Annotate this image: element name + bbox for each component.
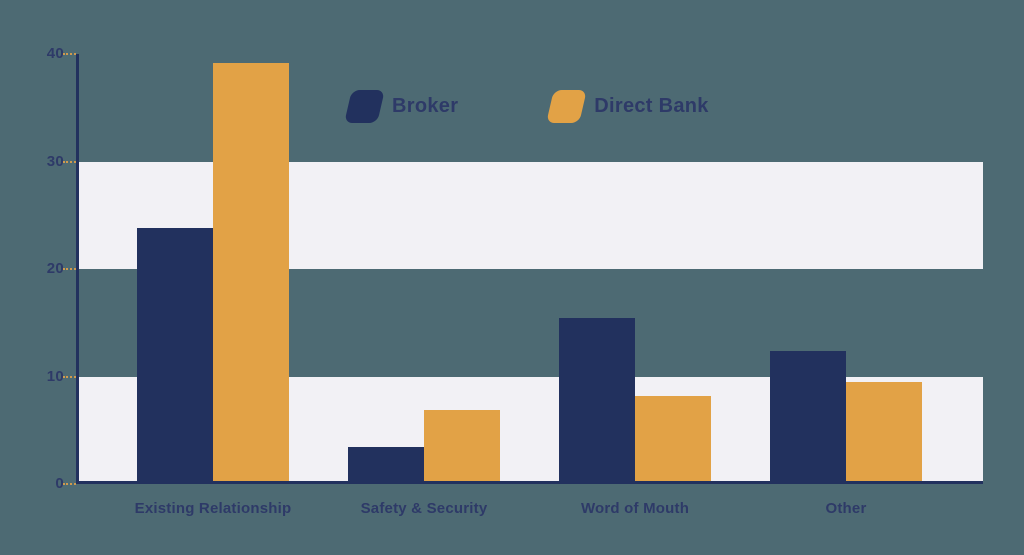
legend-swatch-broker (344, 90, 385, 123)
y-tick-mark-20 (63, 268, 76, 270)
bar-direct-bank-safety-security (424, 409, 500, 484)
y-axis-line (76, 54, 79, 484)
y-tick-label-10: 10 (46, 367, 64, 385)
bar-broker-safety-security (348, 447, 424, 484)
x-axis-line (76, 481, 983, 484)
legend-item-direct-bank: Direct Bank (546, 90, 709, 123)
legend: Broker Direct Bank (344, 90, 709, 123)
legend-swatch-direct-bank (546, 90, 588, 123)
y-tick-mark-10 (63, 375, 76, 378)
y-tick-label-0: 0 (55, 475, 64, 492)
bar-direct-bank-existing-relationship (213, 62, 289, 484)
x-category-label-other: Other (825, 500, 867, 517)
x-category-label-existing-relationship: Existing Relationship (134, 500, 292, 517)
bar-broker-other (770, 350, 846, 484)
bar-broker-existing-relationship (137, 228, 213, 484)
y-tick-mark-0 (63, 483, 76, 485)
y-tick-label-40: 40 (46, 45, 64, 62)
y-tick-mark-30 (63, 160, 76, 163)
x-category-label-safety-security: Safety & Security (360, 500, 488, 517)
y-tick-mark-40 (63, 53, 76, 55)
x-category-label-word-of-mouth: Word of Mouth (580, 500, 690, 517)
legend-item-broker: Broker (344, 90, 459, 123)
legend-label-broker: Broker (392, 95, 459, 117)
bar-direct-bank-other (846, 381, 922, 484)
y-tick-label-20: 20 (46, 260, 64, 277)
bar-direct-bank-word-of-mouth (635, 395, 711, 484)
legend-label-direct-bank: Direct Bank (594, 95, 709, 117)
y-tick-label-30: 30 (46, 152, 64, 170)
bar-broker-word-of-mouth (559, 318, 635, 484)
